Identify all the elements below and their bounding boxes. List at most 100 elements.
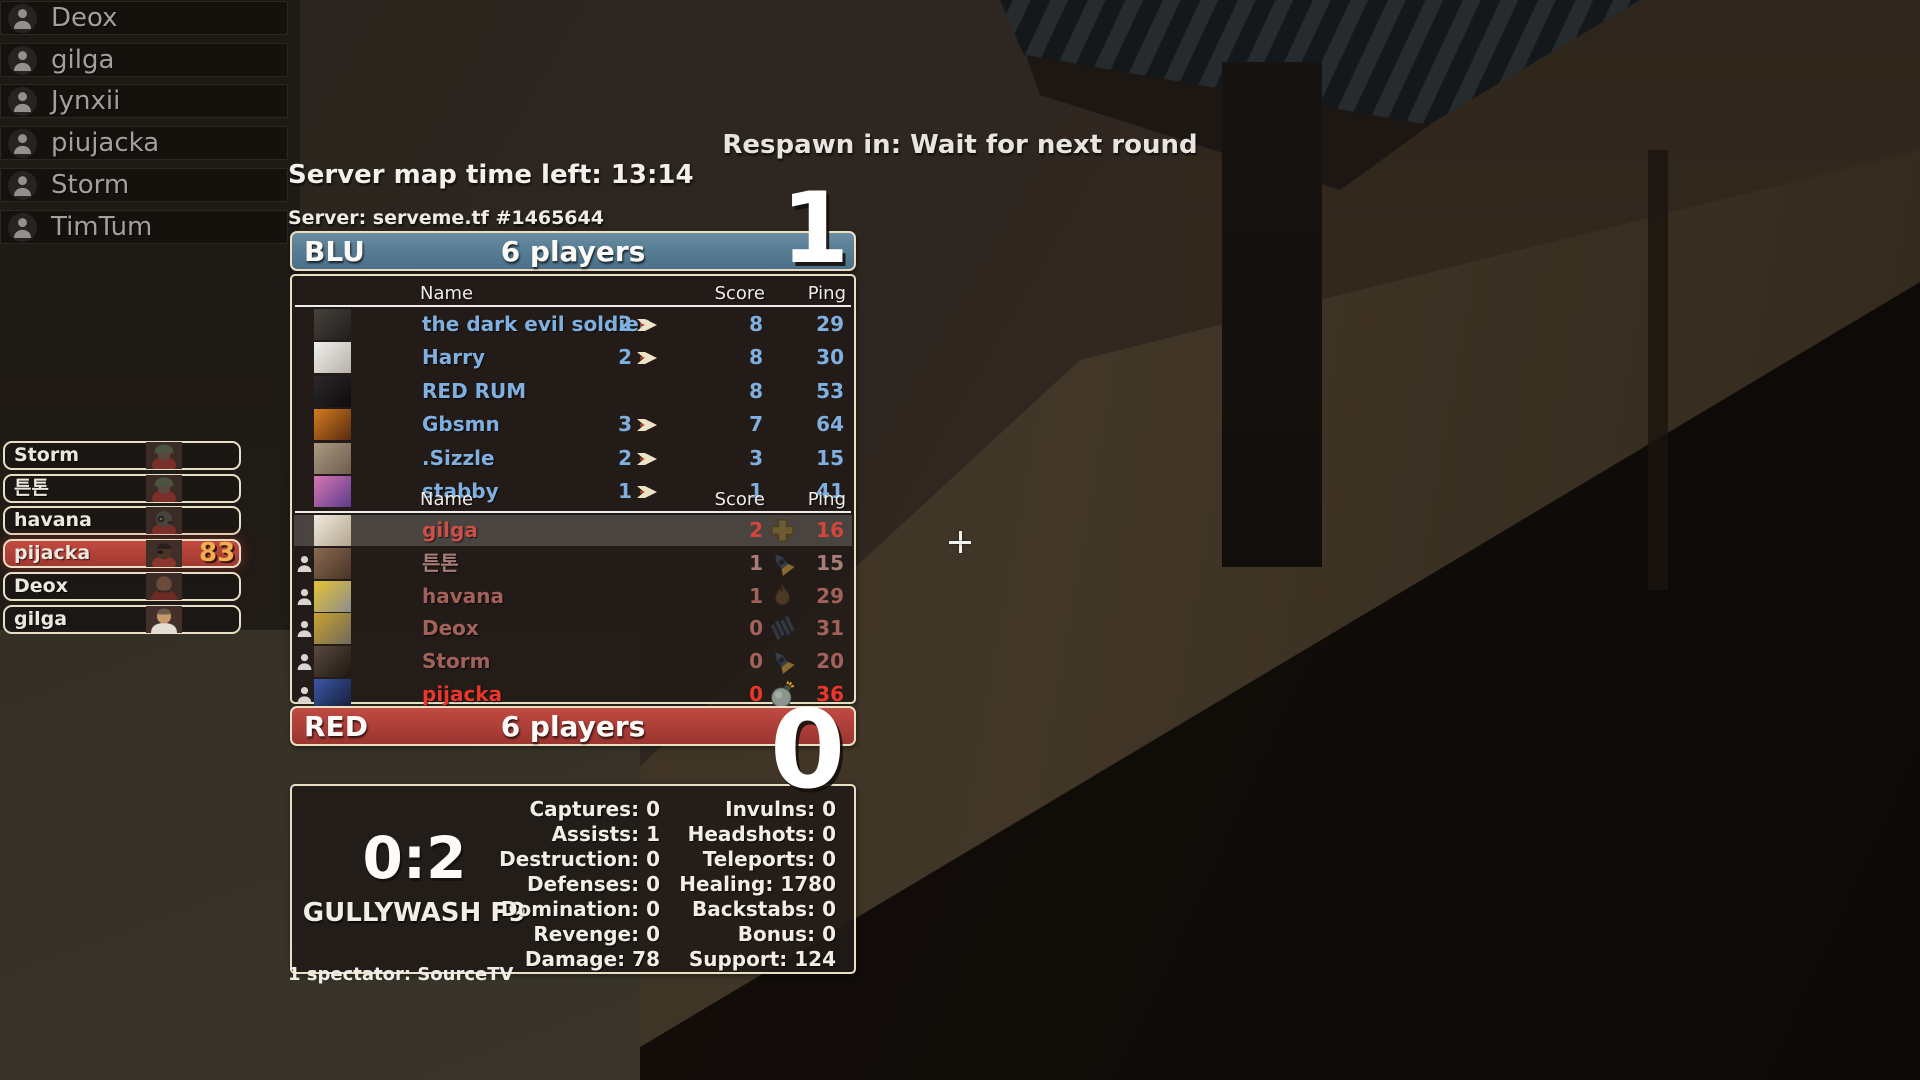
player-name: Storm bbox=[422, 649, 491, 674]
stat-label: Healing: bbox=[679, 872, 774, 896]
blu-team-label: BLU bbox=[304, 235, 365, 268]
killstreak-count: 1 bbox=[618, 479, 632, 503]
rocket-icon bbox=[769, 648, 796, 675]
stat-line: Assists: 1 bbox=[430, 822, 660, 847]
streak-chevron-icon bbox=[636, 415, 658, 434]
player-score: 2 bbox=[749, 518, 763, 542]
player-row[interactable]: RED RUM 8 53 bbox=[294, 375, 852, 407]
map-doorway bbox=[1222, 62, 1322, 567]
column-header-score-2: Score bbox=[714, 489, 765, 510]
medic-cross-icon bbox=[769, 517, 796, 544]
spectator-label: 1 spectator: SourceTV bbox=[288, 964, 514, 985]
stat-line: Bonus: 0 bbox=[606, 922, 836, 947]
stat-value: 0 bbox=[646, 922, 660, 946]
map-pillar bbox=[1648, 150, 1668, 590]
portrait-demoman-icon bbox=[146, 540, 182, 568]
player-score: 1 bbox=[749, 479, 763, 503]
person-sil-icon bbox=[297, 653, 312, 671]
player-row[interactable]: havana 1 29 bbox=[294, 580, 852, 612]
killstreak-count: 3 bbox=[618, 412, 632, 437]
stat-label: Destruction: bbox=[499, 847, 640, 871]
player-name: havana bbox=[422, 583, 505, 608]
stat-value: 0 bbox=[646, 847, 660, 871]
stat-value: 0 bbox=[822, 822, 836, 846]
respawn-timer-text: Respawn in: Wait for next round bbox=[722, 130, 1198, 160]
roster-player-name: Jynxii bbox=[51, 86, 121, 117]
player-ping: 15 bbox=[816, 445, 844, 470]
stat-label: Invulns: bbox=[725, 797, 816, 821]
player-ping: 20 bbox=[816, 649, 844, 674]
roster-row: Storm bbox=[0, 167, 288, 202]
player-name: Gbsmn bbox=[422, 412, 500, 437]
player-row[interactable]: Deox 0 31 bbox=[294, 613, 852, 645]
stat-line: Damage: 78 bbox=[430, 947, 660, 972]
player-name: the dark evil soldier bbox=[422, 312, 649, 336]
stat-value: 0 bbox=[822, 847, 836, 871]
target-player-name: 튼톤 bbox=[14, 476, 49, 499]
player-name: gilga bbox=[422, 518, 478, 542]
player-ping: 29 bbox=[816, 312, 844, 336]
crosshair-icon bbox=[949, 531, 971, 553]
avatar bbox=[314, 309, 351, 340]
column-header-name: Name bbox=[420, 283, 474, 304]
player-name: .Sizzle bbox=[422, 445, 495, 470]
player-ping: 36 bbox=[816, 682, 844, 706]
map-name-label: GULLYWASH F9 bbox=[302, 898, 527, 928]
person-sil-icon bbox=[297, 686, 312, 703]
player-row[interactable]: Gbsmn 3 7 64 bbox=[294, 409, 852, 441]
target-player-name: pijacka bbox=[14, 542, 91, 565]
avatar bbox=[314, 613, 351, 645]
map-time-left-label: Server map time left: 13:14 bbox=[288, 160, 694, 190]
roster-player-name: piujacka bbox=[51, 128, 160, 159]
stat-label: Defenses: bbox=[527, 872, 640, 896]
player-name: Harry bbox=[422, 345, 485, 370]
player-row[interactable]: pijacka 0 36 bbox=[294, 679, 852, 710]
player-row[interactable]: Storm 0 20 bbox=[294, 646, 852, 678]
stat-value: 124 bbox=[794, 947, 836, 971]
round-score-line: 0:2 bbox=[362, 824, 467, 892]
portrait-heavy-icon bbox=[146, 572, 182, 600]
flame-icon bbox=[769, 582, 796, 610]
stat-label: Backstabs: bbox=[692, 897, 816, 921]
player-row[interactable]: gilga 2 16 bbox=[294, 515, 852, 546]
stat-label: Bonus: bbox=[737, 922, 816, 946]
stat-value: 78 bbox=[632, 947, 660, 971]
stat-line: Headshots: 0 bbox=[606, 822, 836, 847]
player-ping: 16 bbox=[816, 518, 844, 542]
avatar bbox=[314, 547, 351, 579]
stat-value: 0 bbox=[646, 897, 660, 921]
stat-value: 0 bbox=[646, 872, 660, 896]
killstreak-count: 2 bbox=[618, 445, 632, 470]
target-id-box: Storm bbox=[3, 441, 241, 470]
roster-row: Jynxii bbox=[0, 84, 288, 119]
red-team-label: RED bbox=[304, 710, 368, 743]
target-player-name: Deox bbox=[14, 574, 68, 597]
streak-chevron-icon bbox=[636, 482, 658, 501]
stat-line: Defenses: 0 bbox=[430, 872, 660, 897]
target-id-box: Deox bbox=[3, 571, 241, 601]
player-row[interactable]: stabby 1 1 41 bbox=[294, 476, 852, 507]
roster-row: piujacka bbox=[0, 126, 288, 161]
avatar bbox=[314, 409, 351, 441]
player-row[interactable]: .Sizzle 2 3 15 bbox=[294, 442, 852, 474]
player-ping: 64 bbox=[816, 412, 844, 437]
blu-team-header: BLU 6 players bbox=[290, 231, 856, 271]
player-row[interactable]: the dark evil soldier 2 8 29 bbox=[294, 309, 852, 340]
player-name: RED RUM bbox=[422, 378, 527, 403]
blu-round-score: 1 bbox=[781, 172, 850, 286]
streak-chevron-icon bbox=[636, 315, 658, 334]
stat-value: 0 bbox=[822, 897, 836, 921]
red-player-count: 6 players bbox=[500, 710, 646, 743]
player-row[interactable]: 튼톤 1 15 bbox=[294, 547, 852, 579]
stat-value: 1 bbox=[646, 822, 660, 846]
player-name: stabby bbox=[422, 479, 499, 503]
column-header-ping-2: Ping bbox=[807, 489, 846, 510]
stat-label: Teleports: bbox=[702, 847, 816, 871]
avatar bbox=[314, 375, 351, 407]
avatar bbox=[314, 679, 351, 710]
match-stats-panel: 0:2 GULLYWASH F9 Captures: 0 Assists: 1 Dest… bbox=[290, 784, 856, 974]
player-row[interactable]: Harry 2 8 30 bbox=[294, 342, 852, 374]
player-ping: 29 bbox=[816, 583, 844, 608]
header-divider-2 bbox=[295, 511, 851, 513]
person-icon bbox=[8, 87, 37, 117]
